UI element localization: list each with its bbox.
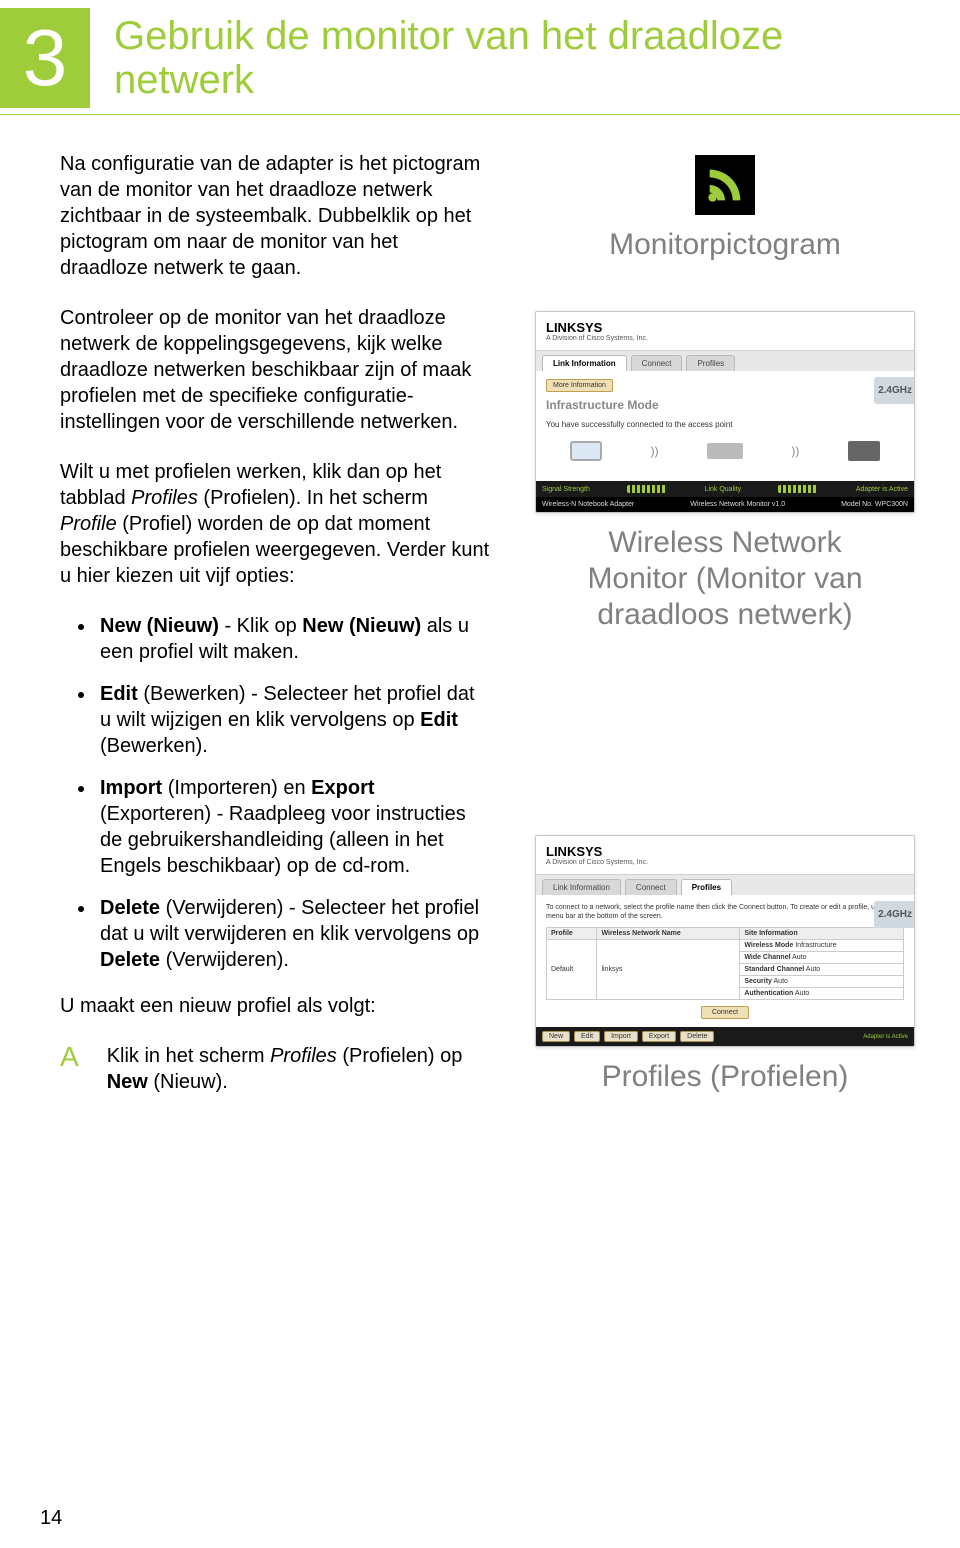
signal-waves-icon: )) (651, 444, 659, 458)
ss1-devices-row: )) )) (546, 441, 904, 461)
signal-bars-icon (627, 485, 667, 493)
content-columns: Na configuratie van de adapter is het pi… (0, 115, 960, 1095)
signal-bars-icon (778, 485, 818, 493)
cell-siteinfo: Wide Channel Auto (740, 952, 904, 964)
cell-profile: Default (547, 940, 597, 1000)
ss2-logo: LINKSYS (546, 844, 904, 859)
adapter-card-icon (848, 441, 880, 461)
ss1-adapter-active: Adapter is Active (856, 486, 908, 493)
ss2-header: LINKSYS A Division of Cisco Systems, Inc… (536, 836, 914, 875)
page-number: 14 (40, 1507, 62, 1530)
ss1-status-bar: Signal Strength Link Quality Adapter is … (536, 481, 914, 497)
ss2-sublogo: A Division of Cisco Systems, Inc. (546, 859, 904, 866)
ss2-import-button[interactable]: Import (604, 1031, 638, 1042)
ss1-success-text: You have successfully connected to the a… (546, 420, 904, 429)
ss1-body: More Information Infrastructure Mode You… (536, 371, 914, 481)
ss1-header: LINKSYS A Division of Cisco Systems, Inc… (536, 312, 914, 351)
ss2-intro-text: To connect to a network, select the prof… (546, 903, 904, 921)
wifi-icon (702, 162, 748, 208)
signal-waves-icon: )) (791, 444, 799, 458)
screenshot-profiles: LINKSYS A Division of Cisco Systems, Inc… (535, 835, 915, 1047)
ss1-ghz-badge: 2.4GHz (874, 377, 915, 404)
ss1-footer: Wireless-N Notebook Adapter Wireless Net… (536, 497, 914, 512)
options-list: New (Nieuw) - Klik op New (Nieuw) als u … (96, 613, 490, 973)
intro-para-3: Wilt u met profielen werken, klik dan op… (60, 459, 490, 589)
step-a-text: Klik in het scherm Profiles (Profielen) … (107, 1043, 490, 1095)
cell-network: linksys (597, 940, 740, 1000)
ss2-export-button[interactable]: Export (642, 1031, 676, 1042)
ss1-signal-strength-label: Signal Strength (542, 486, 590, 493)
page-title: Gebruik de monitor van het draadloze net… (90, 14, 960, 102)
step-a-row: A Klik in het scherm Profiles (Profielen… (60, 1043, 490, 1095)
monitor-icon-caption: Monitorpictogram (609, 227, 841, 263)
left-column: Na configuratie van de adapter is het pi… (60, 151, 490, 1095)
th-siteinfo: Site Information (740, 928, 904, 940)
header-row: 3 Gebruik de monitor van het draadloze n… (0, 0, 960, 108)
ss1-link-quality-label: Link Quality (705, 486, 742, 493)
ss2-body: To connect to a network, select the prof… (536, 895, 914, 1027)
table-row[interactable]: Default linksys Wireless Mode Infrastruc… (547, 940, 904, 952)
option-edit: Edit (Bewerken) - Selecteer het profiel … (96, 681, 490, 759)
option-delete: Delete (Verwijderen) - Selecteer het pro… (96, 895, 490, 973)
step-number-badge: 3 (0, 8, 90, 108)
ss2-button-bar: New Edit Import Export Delete Adapter is… (536, 1027, 914, 1046)
th-profile: Profile (547, 928, 597, 940)
cell-siteinfo: Wireless Mode Infrastructure (740, 940, 904, 952)
screenshot1-caption: Wireless Network Monitor (Monitor van dr… (555, 525, 895, 633)
th-network: Wireless Network Name (597, 928, 740, 940)
ss1-sublogo: A Division of Cisco Systems, Inc. (546, 335, 904, 342)
table-header-row: Profile Wireless Network Name Site Infor… (547, 928, 904, 940)
screenshot-link-info: LINKSYS A Division of Cisco Systems, Inc… (535, 311, 915, 513)
option-new: New (Nieuw) - Klik op New (Nieuw) als u … (96, 613, 490, 665)
cell-siteinfo: Security Auto (740, 976, 904, 988)
ss2-tab-profiles[interactable]: Profiles (681, 879, 732, 895)
intro-para-1: Na configuratie van de adapter is het pi… (60, 151, 490, 281)
ss1-logo: LINKSYS (546, 320, 904, 335)
ss1-tab-link-info[interactable]: Link Information (542, 355, 627, 371)
ss2-profiles-table: Profile Wireless Network Name Site Infor… (546, 927, 904, 1000)
ss1-tab-profiles[interactable]: Profiles (686, 355, 735, 371)
router-icon (707, 443, 743, 459)
ss1-footer-right: Model No. WPC300N (841, 501, 908, 508)
option-import-export: Import (Importeren) en Export (Exportere… (96, 775, 490, 879)
ss2-new-button[interactable]: New (542, 1031, 570, 1042)
screenshot2-caption: Profiles (Profielen) (602, 1059, 849, 1095)
ss2-connect-button[interactable]: Connect (701, 1006, 749, 1019)
ss2-tab-connect[interactable]: Connect (625, 879, 677, 895)
ss1-mode-title: Infrastructure Mode (546, 398, 904, 412)
ss2-edit-button[interactable]: Edit (574, 1031, 600, 1042)
cell-siteinfo: Authentication Auto (740, 988, 904, 1000)
screenshot2-wrapper: LINKSYS A Division of Cisco Systems, Inc… (530, 663, 920, 1095)
intro-para-2: Controleer op de monitor van het draadlo… (60, 305, 490, 435)
ss2-delete-button[interactable]: Delete (680, 1031, 714, 1042)
ss1-footer-left: Wireless-N Notebook Adapter (542, 501, 634, 508)
ss2-tab-link-info[interactable]: Link Information (542, 879, 621, 895)
ss1-tab-connect[interactable]: Connect (631, 355, 683, 371)
ss2-adapter-active: Adapter is Active (863, 1034, 908, 1040)
laptop-icon (570, 441, 602, 461)
ss1-more-info-button[interactable]: More Information (546, 379, 613, 392)
create-profile-lead: U maakt een nieuw profiel als volgt: (60, 993, 490, 1019)
step-letter-a: A (60, 1043, 79, 1071)
ss1-footer-mid: Wireless Network Monitor v1.0 (690, 501, 785, 508)
ss1-tabs: Link Information Connect Profiles (536, 351, 914, 371)
ss2-tabs: Link Information Connect Profiles (536, 875, 914, 895)
monitor-icon (695, 155, 755, 215)
right-column: Monitorpictogram LINKSYS A Division of C… (530, 151, 920, 1095)
cell-siteinfo: Standard Channel Auto (740, 964, 904, 976)
ss2-ghz-badge: 2.4GHz (874, 901, 915, 928)
